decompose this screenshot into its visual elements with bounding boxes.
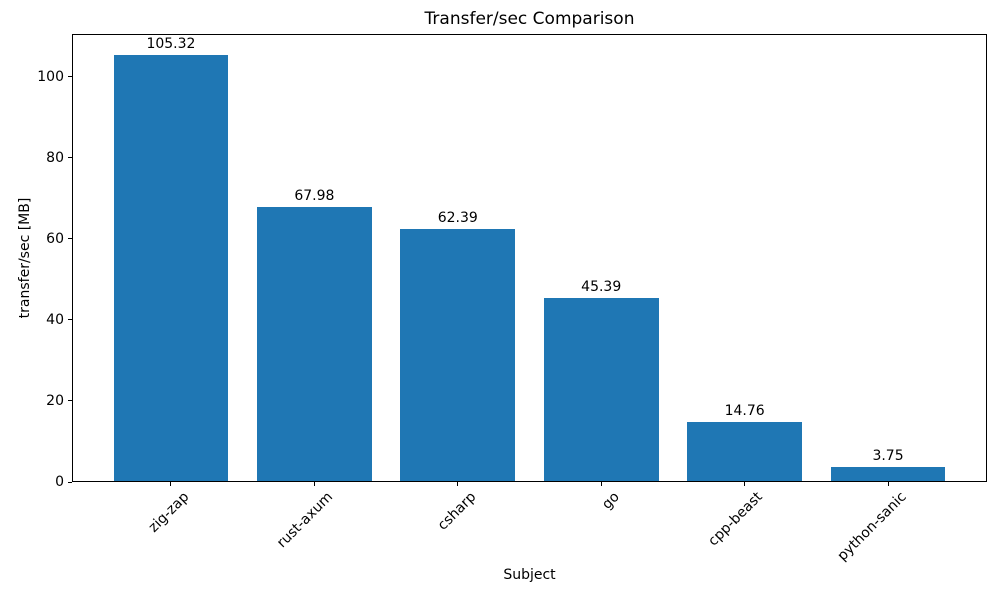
y-tick-label: 60 [46, 230, 64, 247]
y-tick-label: 100 [37, 68, 64, 85]
bar-value-label: 3.75 [872, 447, 904, 464]
chart-title: Transfer/sec Comparison [424, 9, 635, 29]
y-tick-mark [68, 400, 72, 402]
y-tick-label: 20 [46, 392, 64, 409]
y-tick-mark [68, 319, 72, 321]
x-tick-mark [313, 482, 315, 486]
x-axis-label: Subject [503, 567, 556, 583]
x-tick-label-python-sanic: python-sanic [834, 489, 910, 565]
x-tick-label-zig-zap: zig-zap [145, 489, 193, 536]
y-axis-label: transfer/sec [MB] [17, 197, 33, 319]
x-tick-label-go: go [598, 489, 623, 513]
bar-rust-axum [257, 206, 372, 482]
bar-value-label: 45.39 [581, 279, 622, 296]
x-tick-label-cpp-beast: cpp-beast [705, 489, 766, 550]
x-tick-mark [170, 482, 172, 486]
x-tick-mark [887, 482, 889, 486]
x-tick-label-csharp: csharp [434, 489, 480, 534]
x-tick-label-rust-axum: rust-axum [273, 489, 336, 552]
y-tick-mark [68, 157, 72, 159]
y-tick-label: 0 [55, 474, 64, 490]
y-tick-mark [68, 481, 72, 483]
y-tick-mark [68, 238, 72, 240]
bar-value-label: 14.76 [724, 403, 765, 420]
bar-python-sanic [830, 466, 946, 482]
bar-value-label: 62.39 [437, 210, 478, 227]
x-tick-mark [744, 482, 746, 486]
x-tick-mark [600, 482, 602, 486]
bar-cpp-beast [687, 422, 802, 482]
y-tick-mark [68, 76, 72, 78]
bar-value-label: 105.32 [146, 36, 196, 53]
y-tick-label: 80 [46, 149, 64, 166]
bar-value-label: 67.98 [294, 187, 335, 204]
bar-csharp [400, 229, 516, 482]
x-tick-mark [457, 482, 459, 486]
bar-zig-zap [113, 55, 229, 482]
y-tick-label: 40 [46, 311, 64, 328]
bar-go [543, 298, 659, 482]
